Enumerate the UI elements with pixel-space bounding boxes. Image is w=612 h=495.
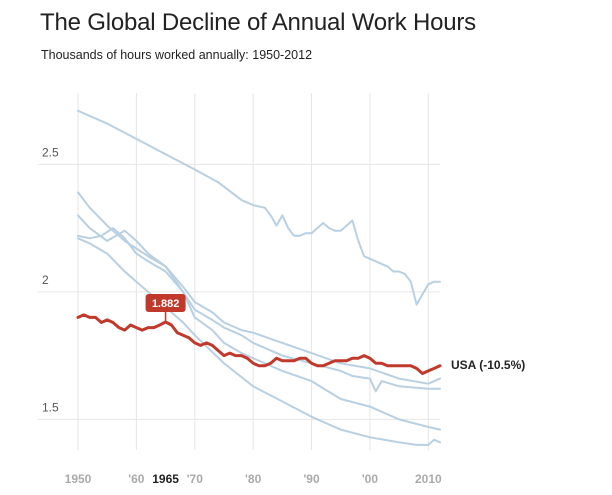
y-tick-label: 1.5 bbox=[42, 400, 59, 414]
x-tick-label: '90 bbox=[303, 472, 320, 486]
x-tick-label: '60 bbox=[128, 472, 145, 486]
chart-subtitle: Thousands of hours worked annually: 1950… bbox=[41, 48, 313, 62]
y-axis: 1.5 2 2.5 bbox=[42, 145, 59, 414]
chart-title: The Global Decline of Annual Work Hours bbox=[40, 9, 476, 36]
series-line bbox=[77, 227, 441, 431]
x-tick-label: 1965 bbox=[152, 472, 179, 486]
series-lines bbox=[76, 109, 442, 446]
x-tick-label: '00 bbox=[362, 472, 379, 486]
x-tick-label: '80 bbox=[245, 472, 262, 486]
series-line bbox=[77, 109, 441, 306]
callout-value: 1.882 bbox=[152, 298, 180, 310]
y-tick-label: 2 bbox=[42, 273, 49, 287]
series-end-label: USA (-10.5%) bbox=[451, 358, 525, 372]
grid-lines bbox=[38, 93, 440, 450]
value-callout: 1.882 bbox=[145, 293, 186, 322]
y-tick-label: 2.5 bbox=[42, 145, 59, 159]
x-tick-label: 2010 bbox=[415, 472, 442, 486]
series-line bbox=[77, 214, 441, 393]
series-label-usa: USA (-10.5%) bbox=[451, 358, 525, 372]
series-line-usa bbox=[76, 313, 442, 375]
callout-box bbox=[145, 293, 186, 312]
series-line bbox=[77, 237, 441, 446]
x-tick-label: '70 bbox=[187, 472, 204, 486]
x-tick-label: 1950 bbox=[65, 472, 92, 486]
x-axis: 1950 '60 1965 '70 '80 '90 '00 2010 bbox=[65, 472, 442, 486]
series-line bbox=[77, 191, 441, 385]
